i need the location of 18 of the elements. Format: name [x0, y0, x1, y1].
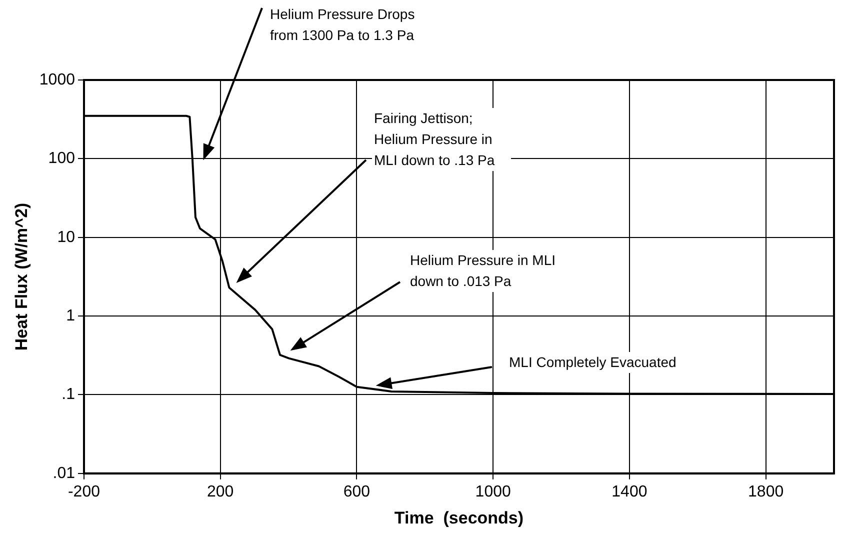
y-tick-label: 10	[57, 228, 76, 246]
x-axis-title: Time (seconds)	[394, 508, 524, 528]
annotation: MLI Completely Evacuated	[507, 352, 678, 373]
y-tick-label: .1	[62, 386, 76, 404]
x-tick-label: 1400	[612, 483, 648, 500]
annotation: Fairing Jettison; Helium Pressure in MLI down to .13 Pa	[372, 108, 511, 171]
x-tick-label: 600	[343, 483, 370, 500]
y-tick-label: .01	[52, 464, 76, 482]
y-axis-title: Heat Flux (W/m^2)	[12, 202, 31, 351]
x-tick-label: 1000	[475, 483, 511, 500]
y-tick-label: 1000	[39, 71, 76, 88]
x-tick-label: -200	[68, 483, 100, 500]
x-tick-label: 200	[207, 483, 234, 500]
text: Helium Pressure Drops from 1300 Pa to 1.3 Pa	[268, 4, 447, 46]
x-tick-label: 1800	[748, 483, 784, 500]
y-tick-label: 100	[48, 150, 76, 168]
y-tick-label: 1	[66, 307, 76, 324]
annotation: Helium Pressure in MLI down to .013 Pa	[408, 250, 577, 292]
